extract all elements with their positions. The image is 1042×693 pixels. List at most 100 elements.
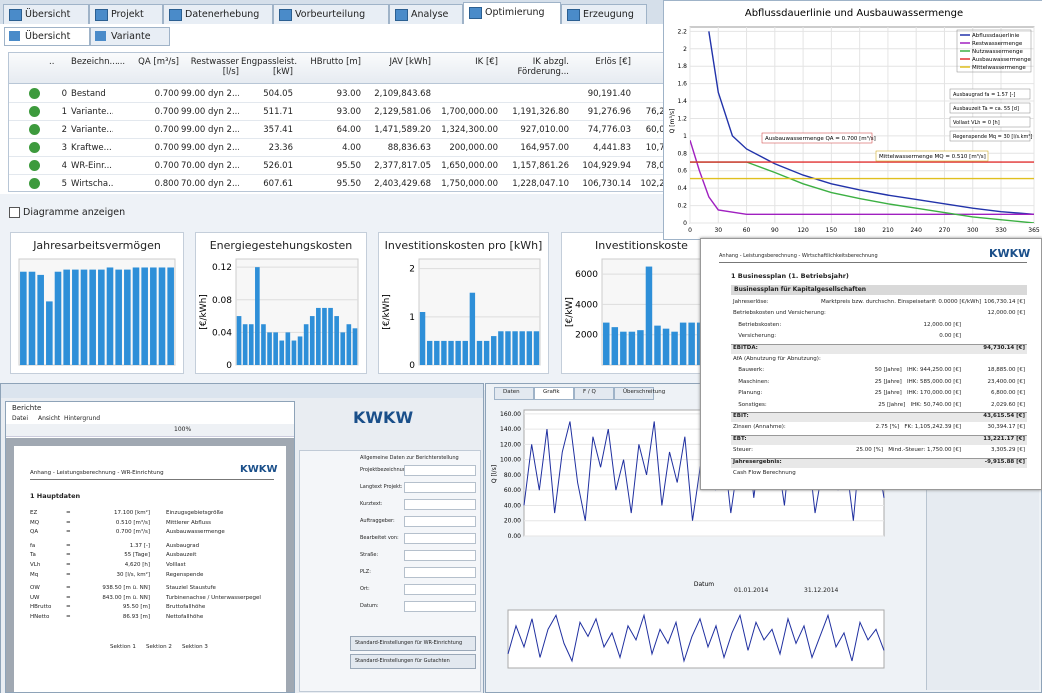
button[interactable]: Standard-Einstellungen für Gutachten bbox=[350, 654, 476, 669]
cell[interactable]: 1,228,047.10 bbox=[512, 179, 569, 189]
cell[interactable]: 2,109,843.68 bbox=[374, 89, 431, 99]
cell[interactable]: 23.36 bbox=[268, 143, 293, 153]
cell[interactable]: 93.00 bbox=[336, 89, 361, 99]
form-input[interactable] bbox=[404, 601, 476, 612]
cell[interactable]: 2,377,817.05 bbox=[374, 161, 431, 171]
cell[interactable]: 0.800 bbox=[154, 179, 179, 189]
column-header[interactable]: KK [€] bbox=[633, 57, 664, 67]
cell[interactable]: 88,836.63 bbox=[387, 143, 431, 153]
cell[interactable]: Variante... bbox=[71, 125, 113, 135]
tab[interactable]: F / Q bbox=[574, 387, 614, 400]
form-input[interactable] bbox=[404, 550, 476, 561]
subtab-label[interactable]: Übersicht bbox=[25, 31, 71, 42]
cell[interactable]: 95.50 bbox=[336, 179, 361, 189]
cell[interactable]: 102,270.87 bbox=[640, 179, 665, 189]
column-header[interactable]: .. bbox=[49, 57, 55, 67]
cell[interactable]: 99.00 dyn 2... bbox=[181, 125, 239, 135]
cell[interactable]: 0.700 bbox=[154, 89, 179, 99]
tab-label[interactable]: Überschreitung bbox=[623, 389, 666, 395]
menu-item[interactable]: Ansicht bbox=[38, 415, 61, 422]
checkbox[interactable] bbox=[9, 207, 20, 218]
menu-item[interactable]: Hintergrund bbox=[64, 415, 101, 422]
cell[interactable]: 0.700 bbox=[154, 161, 179, 171]
cell[interactable]: 1,750,000.00 bbox=[441, 179, 498, 189]
column-header[interactable]: ... bbox=[117, 57, 126, 67]
cell[interactable]: 1,700,000.00 bbox=[441, 107, 498, 117]
cell[interactable]: 2,403,429.68 bbox=[374, 179, 431, 189]
cell[interactable]: Wirtscha... bbox=[71, 179, 113, 189]
cell[interactable]: 70.00 dyn 2... bbox=[181, 179, 239, 189]
cell[interactable]: WR-Einr... bbox=[71, 161, 112, 171]
cell[interactable]: 3 bbox=[61, 143, 67, 153]
tab-label[interactable]: Projekt bbox=[111, 9, 144, 20]
cell[interactable]: 70.00 dyn 2... bbox=[181, 161, 239, 171]
cell[interactable]: 607.61 bbox=[263, 179, 293, 189]
cell[interactable]: 511.71 bbox=[263, 107, 293, 117]
cell[interactable]: 76,259.17 bbox=[645, 107, 665, 117]
cell[interactable]: 0 bbox=[61, 89, 67, 99]
cell[interactable]: 4.00 bbox=[342, 143, 361, 153]
form-input[interactable] bbox=[404, 482, 476, 493]
column-header[interactable]: Restwasser [l/s] bbox=[190, 57, 239, 77]
cell[interactable]: Kraftwe... bbox=[71, 143, 112, 153]
cell[interactable]: 74,776.03 bbox=[587, 125, 631, 135]
cell[interactable]: 4 bbox=[61, 161, 67, 171]
tab[interactable]: Übersicht bbox=[3, 4, 89, 24]
tab-label[interactable]: Grafik bbox=[543, 389, 560, 395]
tab[interactable]: Optimierung bbox=[463, 2, 561, 25]
cell[interactable]: 104,929.94 bbox=[582, 161, 631, 171]
cell[interactable]: Bestand bbox=[71, 89, 106, 99]
form-input[interactable] bbox=[404, 533, 476, 544]
cell[interactable]: 99.00 dyn 2... bbox=[181, 107, 239, 117]
tab[interactable]: Grafik bbox=[534, 387, 574, 400]
cell[interactable]: 0.700 bbox=[154, 143, 179, 153]
tab-label[interactable]: Optimierung bbox=[485, 7, 545, 18]
cell[interactable]: 99.00 dyn 2... bbox=[181, 89, 239, 99]
cell[interactable]: 1 bbox=[61, 107, 67, 117]
subtab[interactable]: Übersicht bbox=[4, 27, 90, 46]
tab-label[interactable]: Erzeugung bbox=[583, 9, 634, 20]
tab-label[interactable]: Datenerhebung bbox=[185, 9, 260, 20]
column-header[interactable]: IK [€] bbox=[475, 57, 498, 67]
date-to[interactable]: 31.12.2014 bbox=[804, 587, 839, 594]
column-header[interactable]: QA [m³/s] bbox=[138, 57, 179, 67]
tab[interactable]: Vorbeurteilung bbox=[273, 4, 389, 24]
tab-label[interactable]: Analyse bbox=[411, 9, 449, 20]
button-label[interactable]: Standard-Einstellungen für WR-Einrichtun… bbox=[355, 640, 463, 646]
cell[interactable]: 0.700 bbox=[154, 107, 179, 117]
column-header[interactable]: HBrutto [m] bbox=[310, 57, 361, 67]
button[interactable]: Standard-Einstellungen für WR-Einrichtun… bbox=[350, 636, 476, 651]
tab[interactable]: Datenerhebung bbox=[163, 4, 273, 24]
column-header[interactable]: Engpassleist. [kW] bbox=[241, 57, 298, 77]
cell[interactable]: Variante... bbox=[71, 107, 113, 117]
cell[interactable]: 1,191,326.80 bbox=[512, 107, 569, 117]
tab[interactable]: Erzeugung bbox=[561, 4, 647, 24]
form-input[interactable] bbox=[404, 465, 476, 476]
cell[interactable]: 10,730.69 bbox=[645, 143, 665, 153]
cell[interactable]: 164,957.00 bbox=[520, 143, 569, 153]
cell[interactable]: 106,730.14 bbox=[582, 179, 631, 189]
tab[interactable]: Überschreitung bbox=[614, 387, 665, 400]
cell[interactable]: 1,650,000.00 bbox=[441, 161, 498, 171]
cell[interactable]: 927,010.00 bbox=[520, 125, 569, 135]
tab[interactable]: Analyse bbox=[389, 4, 463, 24]
cell[interactable]: 1,157,861.26 bbox=[512, 161, 569, 171]
subtab-label[interactable]: Variante bbox=[111, 31, 151, 42]
tab-label[interactable]: Daten bbox=[503, 389, 520, 395]
cell[interactable]: 2,129,581.06 bbox=[374, 107, 431, 117]
menu-item[interactable]: Datei bbox=[12, 415, 29, 422]
form-input[interactable] bbox=[404, 584, 476, 595]
cell[interactable]: 99.00 dyn 2... bbox=[181, 143, 239, 153]
column-header[interactable]: Erlös [€] bbox=[595, 57, 631, 67]
cell[interactable]: 90,191.40 bbox=[587, 89, 631, 99]
cell[interactable]: 1,471,589.20 bbox=[374, 125, 431, 135]
cell[interactable]: 0.700 bbox=[154, 125, 179, 135]
cell[interactable]: 526.01 bbox=[263, 161, 293, 171]
form-input[interactable] bbox=[404, 499, 476, 510]
tab-label[interactable]: Übersicht bbox=[25, 9, 71, 20]
tab-label[interactable]: F / Q bbox=[583, 389, 596, 395]
button-label[interactable]: Standard-Einstellungen für Gutachten bbox=[355, 658, 450, 664]
cell[interactable]: 64.00 bbox=[336, 125, 361, 135]
cell[interactable]: 504.05 bbox=[263, 89, 293, 99]
date-from[interactable]: 01.01.2014 bbox=[734, 587, 769, 594]
